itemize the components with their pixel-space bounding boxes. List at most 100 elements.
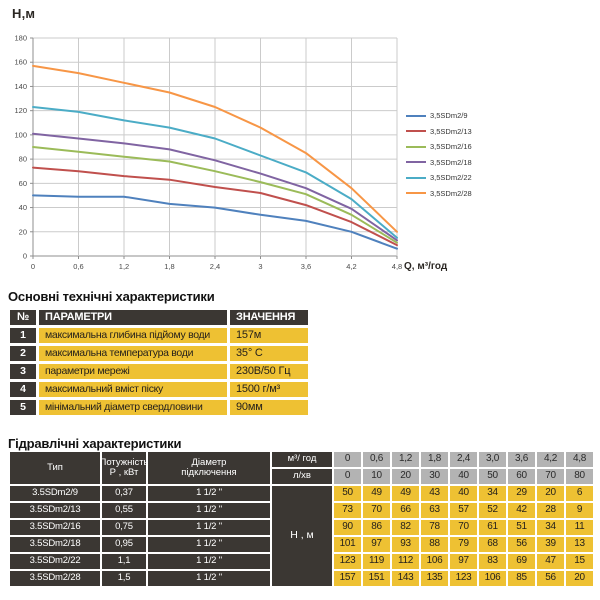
hyd-head-value: 106: [479, 571, 506, 586]
y-tick-label: 120: [14, 106, 27, 115]
tech-row-param: максимальна температура води: [39, 346, 227, 361]
legend-item: 3,5SDm2/9: [406, 108, 472, 124]
hyd-head-value: 20: [537, 486, 564, 501]
chart-y-axis-title: Н,м: [12, 6, 36, 21]
legend-label: 3,5SDm2/22: [430, 173, 472, 183]
tech-row-number: 3: [10, 364, 36, 379]
tech-row-param: мінімальний діаметр свердловини: [39, 400, 227, 415]
hyd-flow-lmin-value: 50: [479, 469, 506, 484]
hyd-head-value: 56: [537, 571, 564, 586]
hyd-head-value: 40: [450, 486, 477, 501]
hyd-head-value: 85: [508, 571, 535, 586]
hyd-head-value: 86: [363, 520, 390, 535]
hyd-head-value: 82: [392, 520, 419, 535]
x-tick-label: 3: [258, 262, 262, 271]
hyd-row-diameter: 1 1/2 ": [148, 520, 270, 535]
legend-label: 3,5SDm2/9: [430, 111, 468, 121]
hyd-head-value: 56: [508, 537, 535, 552]
hyd-flow-lmin-value: 70: [537, 469, 564, 484]
hyd-row-power: 0,55: [102, 503, 146, 518]
hyd-header-power: Потужність Р , кВт: [102, 452, 146, 484]
hyd-head-value: 78: [421, 520, 448, 535]
hyd-flow-lmin-value: 60: [508, 469, 535, 484]
hyd-head-value: 11: [566, 520, 593, 535]
hyd-header-flow-m3: м³/ год: [272, 452, 332, 467]
hyd-head-value: 70: [363, 503, 390, 518]
hyd-head-value: 42: [508, 503, 535, 518]
hyd-head-value: 43: [421, 486, 448, 501]
legend-label: 3,5SDm2/18: [430, 157, 472, 167]
tech-row-value: 90мм: [230, 400, 308, 415]
tech-header-value: ЗНАЧЕННЯ: [230, 310, 308, 325]
hyd-head-value: 106: [421, 554, 448, 569]
hyd-head-value: 34: [537, 520, 564, 535]
hyd-head-value: 93: [392, 537, 419, 552]
hyd-head-value: 57: [450, 503, 477, 518]
legend-line-swatch: [406, 145, 426, 148]
tech-row-value: 35° С: [230, 346, 308, 361]
x-tick-label: 4,8: [392, 262, 402, 271]
tech-table-title: Основні технічні характеристики: [8, 289, 215, 304]
hyd-head-value: 70: [450, 520, 477, 535]
hyd-flow-m3-value: 2,4: [450, 452, 477, 467]
hyd-flow-m3-value: 3,6: [508, 452, 535, 467]
legend-item: 3,5SDm2/22: [406, 170, 472, 186]
legend-line-swatch: [406, 161, 426, 164]
hyd-row-type: 3.5SDm2/18: [10, 537, 100, 552]
hyd-head-unit: Н , м: [272, 486, 332, 586]
hyd-head-value: 13: [566, 537, 593, 552]
hyd-head-value: 15: [566, 554, 593, 569]
hyd-flow-lmin-value: 40: [450, 469, 477, 484]
hyd-row-type: 3.5SDm2/22: [10, 554, 100, 569]
tech-row-param: максимальний вміст піску: [39, 382, 227, 397]
hyd-head-value: 9: [566, 503, 593, 518]
hyd-flow-m3-value: 1,8: [421, 452, 448, 467]
x-tick-label: 1,8: [164, 262, 174, 271]
hyd-head-value: 52: [479, 503, 506, 518]
hyd-flow-m3-value: 3,0: [479, 452, 506, 467]
hyd-row-type: 3.5SDm2/16: [10, 520, 100, 535]
legend-line-swatch: [406, 192, 426, 195]
pump-performance-chart: Н,м 0 20 40 60 80 100 120 140 160 180 0 0,6 1,2 1,8 2,…: [0, 0, 600, 288]
hyd-flow-lmin-value: 20: [392, 469, 419, 484]
hyd-head-value: 63: [421, 503, 448, 518]
legend-item: 3,5SDm2/16: [406, 139, 472, 155]
hyd-head-value: 123: [334, 554, 361, 569]
hyd-head-value: 39: [537, 537, 564, 552]
tech-header-param: ПАРАМЕТРИ: [39, 310, 227, 325]
hyd-head-value: 68: [479, 537, 506, 552]
hyd-flow-m3-value: 4,8: [566, 452, 593, 467]
hyd-head-value: 20: [566, 571, 593, 586]
tech-row-number: 2: [10, 346, 36, 361]
hyd-head-value: 51: [508, 520, 535, 535]
hyd-row-type: 3.5SDm2/28: [10, 571, 100, 586]
tech-row-number: 1: [10, 328, 36, 343]
hyd-header-diameter: Діаметр підключення: [148, 452, 270, 484]
hyd-head-value: 28: [537, 503, 564, 518]
hyd-head-value: 6: [566, 486, 593, 501]
hyd-row-type: 3.5SDm2/13: [10, 503, 100, 518]
tech-row-number: 5: [10, 400, 36, 415]
hyd-head-value: 97: [363, 537, 390, 552]
hyd-head-value: 73: [334, 503, 361, 518]
x-tick-label: 0: [31, 262, 35, 271]
hyd-head-value: 49: [363, 486, 390, 501]
y-tick-label: 100: [14, 130, 27, 139]
legend-line-swatch: [406, 130, 426, 133]
y-tick-label: 160: [14, 58, 27, 67]
legend-item: 3,5SDm2/28: [406, 186, 472, 202]
tech-row-param: максимальна глибина підйому води: [39, 328, 227, 343]
hyd-header-type: Тип: [10, 452, 100, 484]
y-tick-label: 20: [19, 227, 27, 236]
legend-item: 3,5SDm2/18: [406, 155, 472, 171]
x-tick-label: 1,2: [119, 262, 129, 271]
hyd-head-value: 123: [450, 571, 477, 586]
y-tick-label: 140: [14, 82, 27, 91]
hyd-head-value: 79: [450, 537, 477, 552]
y-tick-label: 40: [19, 203, 27, 212]
hyd-head-value: 157: [334, 571, 361, 586]
tech-table: № ПАРАМЕТРИ ЗНАЧЕННЯ 1 максимальна глибина п…: [10, 310, 308, 415]
y-tick-label: 80: [19, 155, 27, 164]
hyd-row-diameter: 1 1/2 ": [148, 537, 270, 552]
